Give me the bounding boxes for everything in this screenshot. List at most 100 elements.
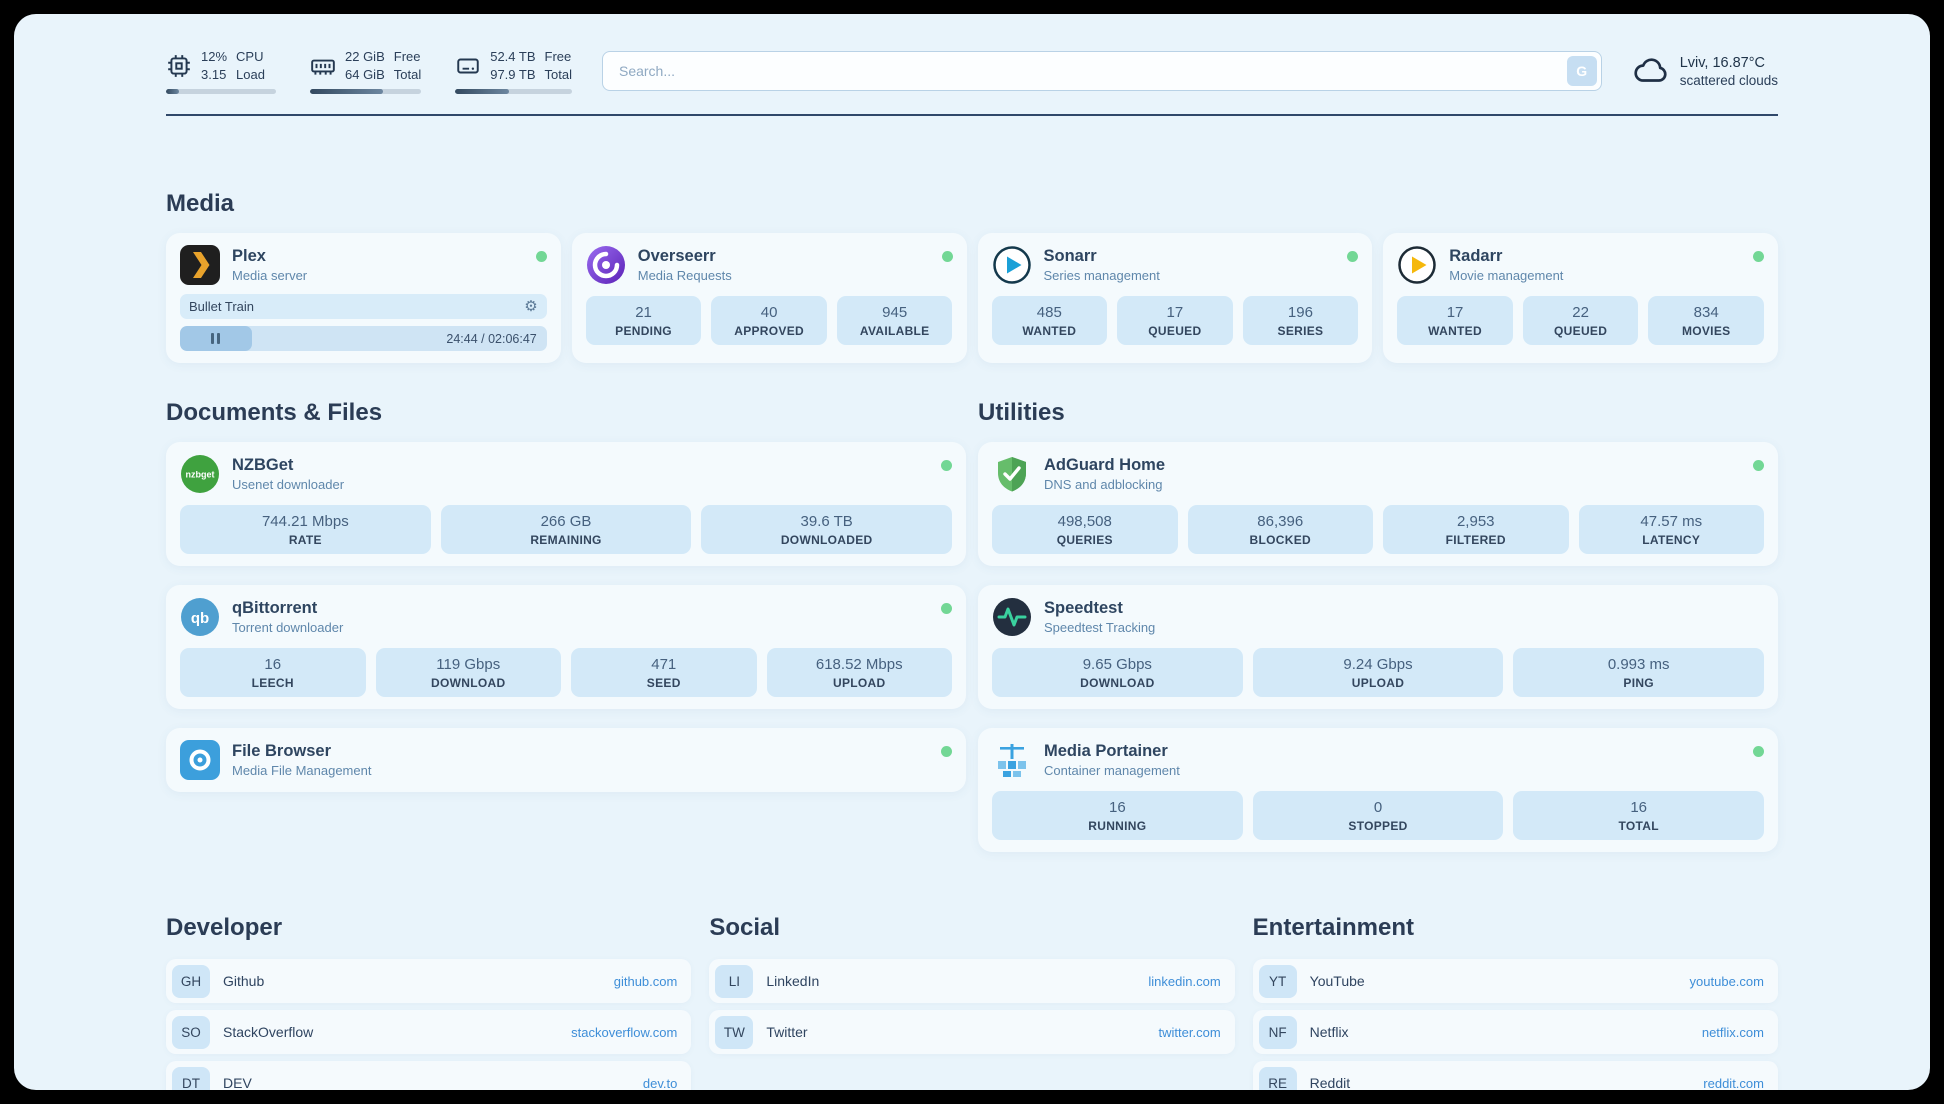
app-link-overseerr[interactable]: Overseerr Media Requests [586, 245, 953, 285]
bookmark-abbr: GH [172, 964, 210, 998]
stat-movies: 834 MOVIES [1648, 296, 1764, 346]
weather-location: Lviv, 16.87°C [1679, 54, 1766, 71]
cpu-values: 12% 3.15 [201, 48, 227, 83]
bookmark-netflix[interactable]: NF Netflix netflix.com [1252, 1010, 1778, 1055]
bookmark-url: twitter.com [1158, 1024, 1221, 1040]
disk-total: 97.9 TB [490, 66, 536, 82]
stat-blocked: 86,396 BLOCKED [1187, 505, 1373, 555]
disk-icon [455, 53, 481, 79]
search-bar: G [601, 51, 1602, 92]
stat-total: 16 TOTAL [1513, 791, 1765, 841]
disk-values: 52.4 TB 97.9 TB [490, 48, 535, 83]
cpu-progress-bar [166, 89, 276, 95]
app-title: qBittorrent [232, 599, 318, 618]
app-title: NZBGet [232, 456, 294, 475]
disk-progress-bar [455, 89, 572, 95]
status-dot [1753, 460, 1764, 472]
bookmark-youtube[interactable]: YT YouTube youtube.com [1252, 959, 1778, 1004]
app-subtitle: Series management [1043, 268, 1160, 284]
bookmark-stackoverflow[interactable]: SO StackOverflow stackoverflow.com [166, 1010, 692, 1055]
app-meta: File Browser Media File Management [232, 742, 371, 778]
app-link-adguard[interactable]: AdGuard Home DNS and adblocking [992, 454, 1764, 494]
bookmark-name: Reddit [1309, 1075, 1351, 1090]
search-input[interactable] [601, 51, 1602, 92]
app-meta: NZBGet Usenet downloader [232, 456, 344, 492]
stat-available: 945 AVAILABLE [836, 296, 953, 346]
app-card-portainer: Media Portainer Container management 16 … [978, 728, 1778, 853]
section-media: Media Plex Media server Bullet [166, 190, 1778, 364]
app-title: Speedtest [1044, 599, 1123, 618]
stat-ping: 0.993 ms PING [1513, 648, 1765, 698]
stats-row: 9.65 Gbps DOWNLOAD 9.24 Gbps UPLOAD 0.99… [992, 648, 1765, 698]
pause-icon[interactable] [211, 333, 221, 345]
bookmark-abbr: LI [715, 964, 754, 998]
bookmark-name: StackOverflow [223, 1024, 314, 1041]
ram-progress-bar [310, 89, 422, 95]
cpu-load-value: 3.15 [201, 66, 227, 82]
top-bar: 12% 3.15 CPU Load [166, 48, 1778, 95]
status-dot [941, 251, 953, 263]
app-link-plex[interactable]: Plex Media server [180, 245, 547, 286]
sonarr-icon [992, 245, 1032, 285]
system-stats: 12% 3.15 CPU Load [166, 48, 572, 95]
gear-icon[interactable]: ⚙ [524, 298, 538, 316]
overseerr-icon [586, 245, 626, 285]
playback-progress-bar[interactable]: 24:44 / 02:06:47 [180, 326, 547, 352]
status-dot [1347, 251, 1359, 263]
app-link-radarr[interactable]: Radarr Movie management [1397, 245, 1764, 285]
bookmark-abbr: NF [1258, 1015, 1297, 1049]
app-link-sonarr[interactable]: Sonarr Series management [992, 245, 1359, 285]
app-link-nzbget[interactable]: nzbget NZBGet Usenet downloader [180, 454, 952, 494]
app-link-qbittorrent[interactable]: qb qBittorrent Torrent downloader [180, 597, 952, 637]
bookmark-linkedin[interactable]: LI LinkedIn linkedin.com [709, 959, 1235, 1004]
bookmark-url: youtube.com [1689, 973, 1764, 989]
app-link-filebrowser[interactable]: File Browser Media File Management [180, 740, 952, 781]
bookmark-abbr: RE [1258, 1066, 1297, 1090]
app-link-speedtest[interactable]: Speedtest Speedtest Tracking [992, 597, 1764, 637]
bookmark-dev[interactable]: DT DEV dev.to [166, 1061, 692, 1090]
bookmark-github[interactable]: GH Github github.com [166, 959, 692, 1004]
bookmark-group-social: Social LI LinkedIn linkedin.com TW Twitt… [709, 914, 1235, 1055]
filebrowser-icon [180, 740, 220, 781]
stat-latency: 47.57 ms LATENCY [1578, 505, 1764, 555]
stat-queries: 498,508 QUERIES [992, 505, 1178, 555]
bookmark-abbr: YT [1258, 964, 1297, 998]
bookmark-name: Github [223, 973, 265, 990]
app-title: File Browser [232, 742, 332, 761]
ram-icon [310, 53, 336, 79]
stat-remaining: 266 GB REMAINING [440, 505, 692, 555]
app-link-portainer[interactable]: Media Portainer Container management [992, 740, 1764, 780]
app-card-radarr: Radarr Movie management 17 WANTED 22 QUE… [1383, 233, 1778, 364]
app-subtitle: Speedtest Tracking [1044, 620, 1156, 636]
bookmark-url: reddit.com [1703, 1075, 1764, 1090]
bookmark-reddit[interactable]: RE Reddit reddit.com [1252, 1061, 1778, 1090]
svg-text:nzbget: nzbget [186, 470, 215, 480]
bookmark-url: github.com [613, 973, 678, 989]
weather-widget: Lviv, 16.87°C scattered clouds [1632, 52, 1778, 90]
search-engine-button[interactable]: G [1566, 56, 1597, 87]
media-grid: Plex Media server Bullet Train ⚙ 24:44 [166, 233, 1778, 364]
stats-row: 744.21 Mbps RATE 266 GB REMAINING 39.6 T… [180, 505, 953, 555]
radarr-icon [1397, 245, 1437, 285]
ram-total: 64 GiB [345, 66, 385, 82]
stat-wanted: 17 WANTED [1397, 296, 1513, 346]
bookmark-abbr: DT [172, 1066, 210, 1090]
disk-free: 52.4 TB [490, 49, 536, 64]
section-title-social: Social [709, 914, 781, 942]
now-playing-bar: Bullet Train ⚙ [180, 294, 547, 320]
weather-condition: scattered clouds [1679, 72, 1778, 88]
bookmark-twitter[interactable]: TW Twitter twitter.com [709, 1010, 1235, 1055]
plex-icon [180, 245, 220, 286]
section-title-entertainment: Entertainment [1252, 914, 1415, 942]
stats-row: 17 WANTED 22 QUEUED 834 MOVIES [1397, 296, 1764, 346]
stat-stopped: 0 STOPPED [1252, 791, 1504, 841]
svg-text:qb: qb [191, 610, 209, 627]
stats-row: 21 PENDING 40 APPROVED 945 AVAILABLE [585, 296, 953, 346]
status-dot [941, 460, 952, 472]
stat-downloaded: 39.6 TB DOWNLOADED [701, 505, 953, 555]
app-card-adguard: AdGuard Home DNS and adblocking 498,508 … [978, 442, 1778, 567]
stats-row: 16 LEECH 119 Gbps DOWNLOAD 471 SEED 61 [180, 648, 952, 698]
stats-row: 485 WANTED 17 QUEUED 196 SERIES [991, 296, 1359, 346]
cpu-labels: CPU Load [236, 49, 265, 82]
stat-rate: 744.21 Mbps RATE [180, 505, 431, 555]
